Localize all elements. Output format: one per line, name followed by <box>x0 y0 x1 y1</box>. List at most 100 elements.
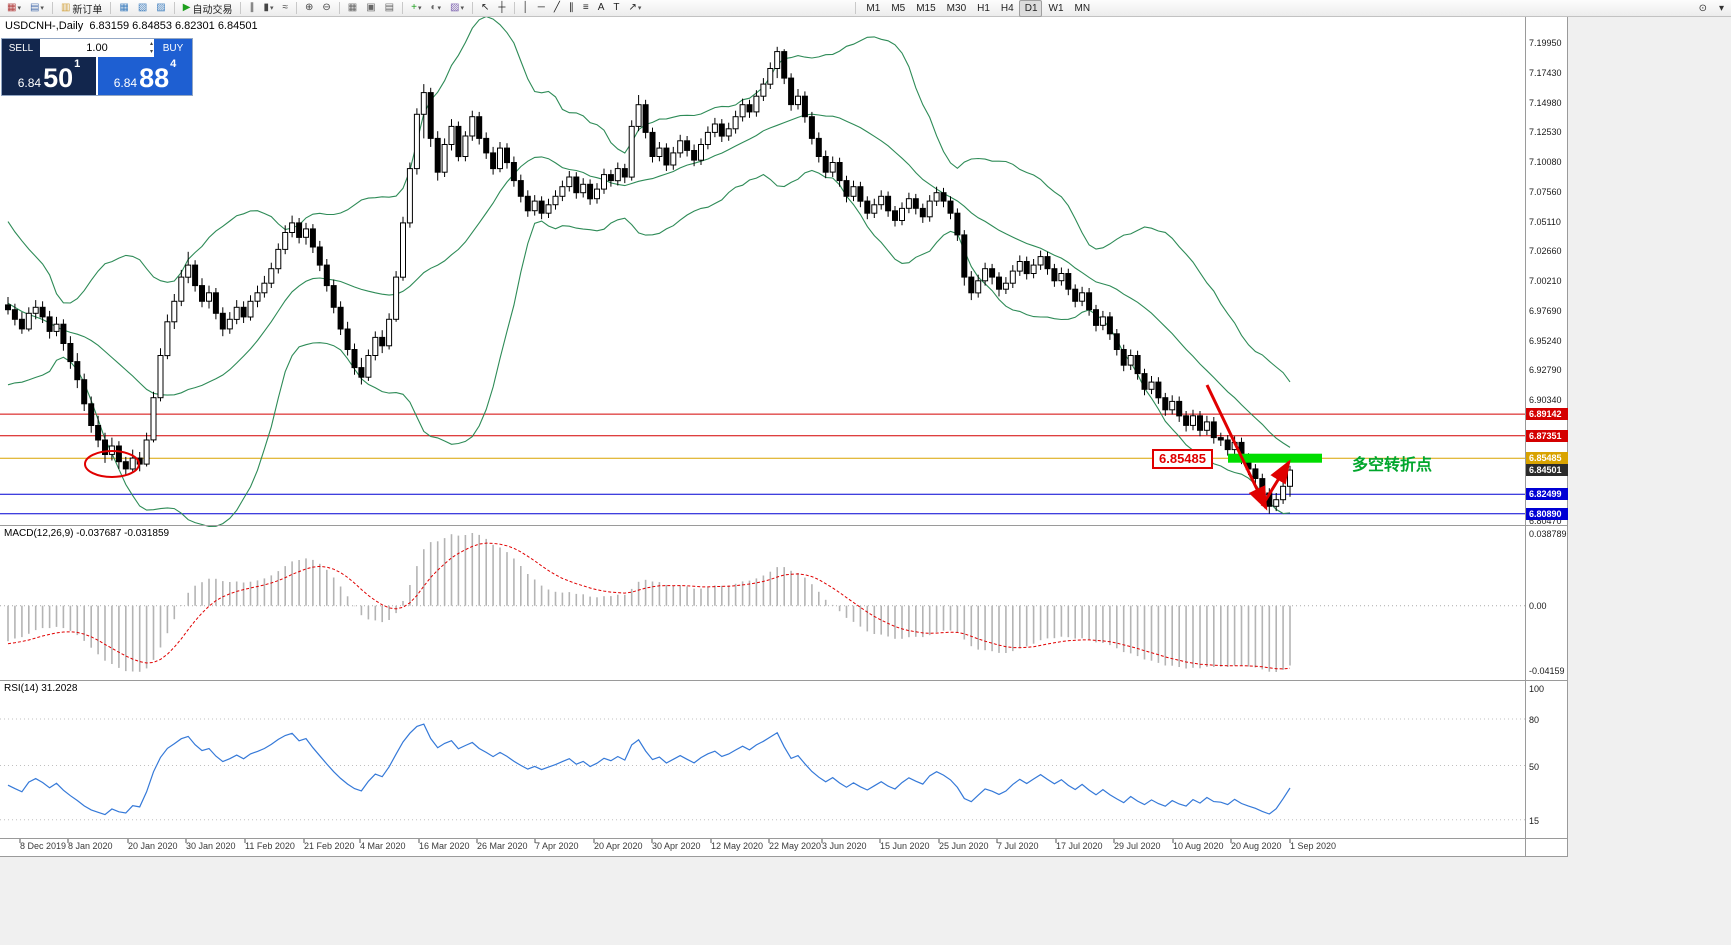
bar-chart-button[interactable]: ∥ <box>245 0 258 17</box>
ohlc-values: 6.83159 6.84853 6.82301 6.84501 <box>89 20 258 32</box>
channel-button[interactable]: ∥ <box>565 0 578 17</box>
date-label: 8 Dec 2019 <box>20 841 67 851</box>
zoom-in-button[interactable]: ⊕ <box>301 0 317 17</box>
navigator-button[interactable]: ▧ <box>134 0 151 17</box>
terminal-button-icon: ▨ <box>156 2 166 13</box>
price-tag[interactable]: 6.85485 <box>1526 452 1568 465</box>
date-label: 11 Feb 2020 <box>245 841 295 851</box>
arrow-up-annotation[interactable] <box>1260 459 1291 507</box>
candlestick-chart-button[interactable]: ▮ ▾ <box>259 0 277 17</box>
price-tag[interactable]: 6.89142 <box>1526 408 1568 421</box>
price-axis-label: 6.95240 <box>1529 335 1562 346</box>
sell-price-button[interactable]: 6.84 50 1 <box>2 57 96 95</box>
templates-button-dropdown-icon[interactable]: ▾ <box>460 5 465 12</box>
trendline-button[interactable]: ╱ <box>550 0 564 17</box>
timeframe-h4[interactable]: H4 <box>995 0 1018 17</box>
macd-axis-label: 0.00 <box>1529 600 1547 611</box>
timeframe-m1[interactable]: M1 <box>860 0 884 17</box>
vertical-line-button[interactable]: │ <box>519 0 533 17</box>
volume-input[interactable]: 1.00 ▴ ▾ <box>40 39 154 57</box>
label-button[interactable]: T <box>609 0 623 17</box>
terminal-button[interactable]: ▨ <box>152 0 169 17</box>
zoom-out-button-icon: ⊖ <box>322 2 331 13</box>
horizontal-line-button[interactable]: ─ <box>534 0 549 17</box>
price-axis-separator[interactable] <box>1525 17 1526 856</box>
volume-up-button[interactable]: ▴ <box>149 41 153 47</box>
timeframe-h1[interactable]: H1 <box>971 0 994 17</box>
timeframe-m15[interactable]: M15 <box>910 0 939 17</box>
macd-panel-separator[interactable] <box>0 525 1568 526</box>
timeframe-m5-label: M5 <box>891 2 906 14</box>
new-order-button[interactable]: ▥ 新订单 <box>57 0 106 17</box>
symbol-title: USDCNH-,Daily <box>5 20 84 32</box>
zoom-out-button[interactable]: ⊖ <box>318 0 334 17</box>
profiles-button-dropdown-icon[interactable]: ▾ <box>40 5 44 12</box>
arrows-button[interactable]: ↗ ▾ <box>625 0 646 17</box>
price-axis-label: 7.14980 <box>1529 97 1562 108</box>
candlestick-chart-button-dropdown-icon[interactable]: ▾ <box>269 5 274 12</box>
toolbar-separator <box>240 2 242 14</box>
horizontal-lines-layer[interactable] <box>0 413 1525 515</box>
periods-button-dropdown-icon[interactable]: ▾ <box>437 5 442 12</box>
arrows-button-dropdown-icon[interactable]: ▾ <box>637 5 642 12</box>
auto-arrange-button[interactable]: ▣ <box>362 0 379 17</box>
timeframe-w1[interactable]: W1 <box>1043 0 1068 17</box>
price-tag[interactable]: 6.80890 <box>1526 507 1568 520</box>
templates-button[interactable]: ▨ ▾ <box>446 0 468 17</box>
timeframe-mn[interactable]: MN <box>1069 0 1095 17</box>
new-chart-button[interactable]: ▦ ▾ <box>3 0 25 17</box>
arrow-down-annotation[interactable] <box>1205 384 1268 511</box>
toolbar-more-button[interactable]: ▾ <box>1715 0 1728 17</box>
current-price-tag[interactable]: 6.84501 <box>1526 464 1568 477</box>
chart-search-button[interactable]: ⊙ <box>1695 0 1711 17</box>
sell-price-small: 6.84 <box>17 76 42 90</box>
fibonacci-button[interactable]: ≡ <box>579 0 593 17</box>
tile-windows-button[interactable]: ▦ <box>344 0 361 17</box>
buy-button[interactable]: BUY <box>154 39 192 57</box>
crosshair-button[interactable]: ┼ <box>494 0 509 17</box>
timeframe-m5[interactable]: M5 <box>885 0 909 17</box>
indicators-button-dropdown-icon[interactable]: ▾ <box>417 5 422 12</box>
text-button[interactable]: A <box>594 0 609 17</box>
sell-button[interactable]: SELL <box>2 39 40 57</box>
annotations-layer[interactable] <box>84 384 1322 511</box>
workspace-background-right <box>1568 17 1731 945</box>
date-label: 20 Jan 2020 <box>128 841 178 851</box>
grid-button[interactable]: ▤ <box>381 0 398 17</box>
profiles-button[interactable]: ▤ ▾ <box>26 0 48 17</box>
timeframe-mn-label: MN <box>1074 2 1091 14</box>
annotation-note[interactable]: 多空转折点 <box>1352 457 1433 474</box>
indicators-button[interactable]: + ▾ <box>407 0 425 17</box>
candlestick-chart-button-icon: ▮ <box>263 2 269 13</box>
buy-price-button[interactable]: 6.84 88 4 <box>98 57 192 95</box>
profiles-button-icon: ▤ <box>29 2 40 13</box>
new-order-button-label: 新订单 <box>72 4 103 16</box>
autotrading-button[interactable]: ▶ 自动交易 <box>179 0 237 17</box>
volume-down-button[interactable]: ▾ <box>149 49 153 55</box>
market-watch-button[interactable]: ▦ <box>115 0 132 17</box>
rsi-panel-separator[interactable] <box>0 680 1568 681</box>
timeframe-d1[interactable]: D1 <box>1018 0 1042 17</box>
periods-button-icon: ◐ <box>430 2 437 13</box>
date-label: 20 Aug 2020 <box>1231 841 1282 851</box>
cursor-button[interactable]: ↖ <box>477 0 493 17</box>
chart-canvas[interactable] <box>0 0 1568 857</box>
toolbar-more-button-icon: ▾ <box>1718 2 1724 14</box>
date-label: 8 Jan 2020 <box>68 841 113 851</box>
timeframe-m30[interactable]: M30 <box>941 0 970 17</box>
ellipse-annotation[interactable] <box>84 450 140 478</box>
date-label: 30 Jan 2020 <box>186 841 236 851</box>
highlight-bar-annotation[interactable] <box>1228 453 1322 463</box>
price-tag[interactable]: 6.82499 <box>1526 488 1568 501</box>
line-chart-button[interactable]: ≈ <box>278 0 292 17</box>
periods-button[interactable]: ◐ ▾ <box>426 0 445 17</box>
tile-windows-button-icon: ▦ <box>347 2 358 13</box>
price-callout[interactable]: 6.85485 <box>1152 449 1213 469</box>
date-label: 26 Mar 2020 <box>477 841 528 851</box>
chart-symbol-ohlc: USDCNH-,Daily 6.83159 6.84853 6.82301 6.… <box>5 20 258 32</box>
new-chart-button-dropdown-icon[interactable]: ▾ <box>17 5 21 12</box>
price-tag[interactable]: 6.87351 <box>1526 429 1568 442</box>
one-click-trading-panel: SELL 1.00 ▴ ▾ BUY 6.84 50 1 6.84 88 4 <box>2 39 192 95</box>
line-chart-button-icon: ≈ <box>282 2 288 13</box>
